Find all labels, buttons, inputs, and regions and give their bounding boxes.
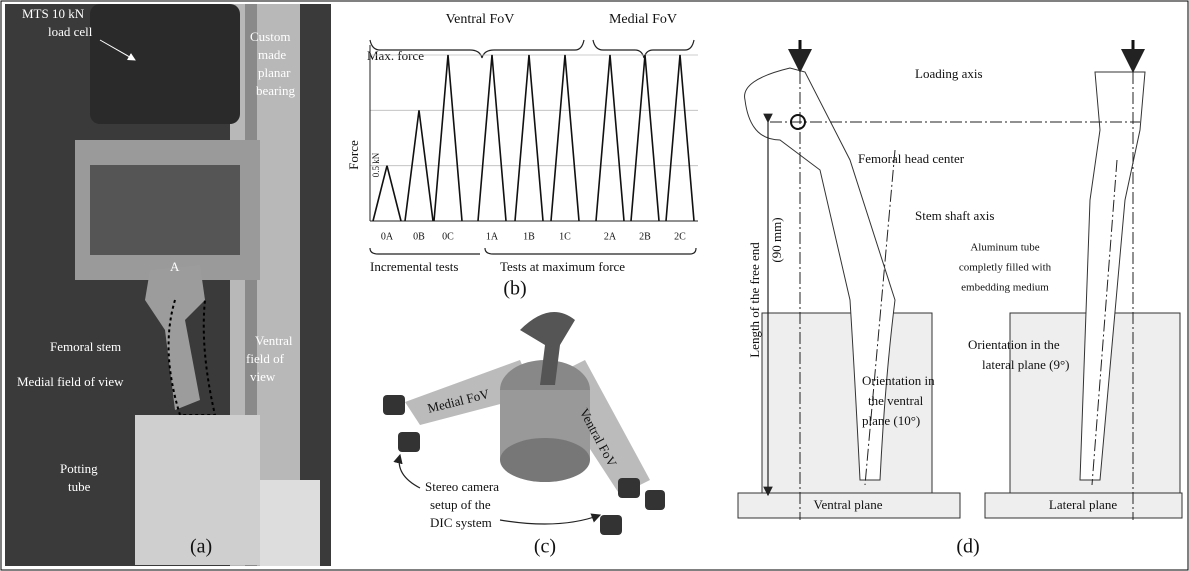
label: MTS 10 kN xyxy=(22,6,85,21)
label: (90 mm) xyxy=(769,217,784,262)
test-label: 1B xyxy=(523,231,535,242)
test-label: 2C xyxy=(674,231,686,242)
label: field of xyxy=(246,351,285,366)
diagram-d xyxy=(737,40,1183,520)
label: Stereo camera xyxy=(425,479,499,494)
force-peak xyxy=(550,54,580,222)
label: made xyxy=(258,47,286,62)
label: A xyxy=(170,259,180,274)
force-chart: 0A 0B 0C 1A 1B 1C 2A 2B 2C xyxy=(369,45,698,242)
force-peak xyxy=(514,54,544,222)
test-label: 2A xyxy=(604,231,617,242)
label: Medial FoV xyxy=(609,12,677,27)
label: Stem shaft axis xyxy=(915,208,994,223)
caption: (a) xyxy=(190,536,212,558)
label: load cell xyxy=(48,24,93,39)
label: completly filled with xyxy=(959,262,1052,274)
test-label: 0B xyxy=(413,231,425,242)
label: Loading axis xyxy=(915,66,983,81)
label: Potting xyxy=(60,461,98,476)
force-peak xyxy=(665,54,695,222)
label: the ventral xyxy=(868,393,924,408)
force-peak xyxy=(595,54,625,222)
label: Ventral FoV xyxy=(446,12,515,27)
photo-a xyxy=(5,4,331,566)
test-label: 0C xyxy=(442,231,454,242)
force-peak xyxy=(477,54,507,222)
test-label: 1A xyxy=(486,231,499,242)
force-peak xyxy=(630,54,660,222)
axis-label: Force xyxy=(346,140,361,170)
arrow xyxy=(393,453,421,489)
label: Ventral plane xyxy=(814,497,883,512)
test-label: 0A xyxy=(381,231,394,242)
label: DIC system xyxy=(430,515,492,530)
label: Orientation in xyxy=(862,373,935,388)
label: 0.5 kN xyxy=(371,152,381,177)
label: Ventral xyxy=(255,333,293,348)
label: Tests at maximum force xyxy=(500,259,625,274)
label: plane (10°) xyxy=(862,413,920,428)
caption: (b) xyxy=(503,278,526,300)
brace xyxy=(484,247,697,255)
brace xyxy=(369,247,480,255)
label: Orientation in the xyxy=(968,337,1060,352)
label: Lateral plane xyxy=(1049,497,1117,512)
test-label: 1C xyxy=(559,231,571,242)
brace xyxy=(369,39,585,59)
label: Aluminum tube xyxy=(970,242,1039,254)
caption: (c) xyxy=(534,536,556,558)
label: Length of the free end xyxy=(747,242,762,358)
label: bearing xyxy=(256,83,295,98)
label: tube xyxy=(68,479,91,494)
arrow xyxy=(99,39,136,61)
label: Custom xyxy=(250,29,290,44)
label: Incremental tests xyxy=(370,259,458,274)
label: view xyxy=(250,369,276,384)
label: Femoral head center xyxy=(858,151,965,166)
force-peak xyxy=(372,165,402,222)
caption: (d) xyxy=(956,536,979,558)
force-peak xyxy=(433,54,463,222)
test-label: 2B xyxy=(639,231,651,242)
label: Max. force xyxy=(367,48,424,63)
label: planar xyxy=(258,65,291,80)
label: setup of the xyxy=(430,497,491,512)
arrow xyxy=(499,513,602,525)
photo-c xyxy=(383,312,665,535)
label: Femoral stem xyxy=(50,339,121,354)
label: lateral plane (9°) xyxy=(982,357,1069,372)
force-peak xyxy=(404,110,434,222)
label: embedding medium xyxy=(961,282,1049,294)
label: Medial field of view xyxy=(17,374,124,389)
